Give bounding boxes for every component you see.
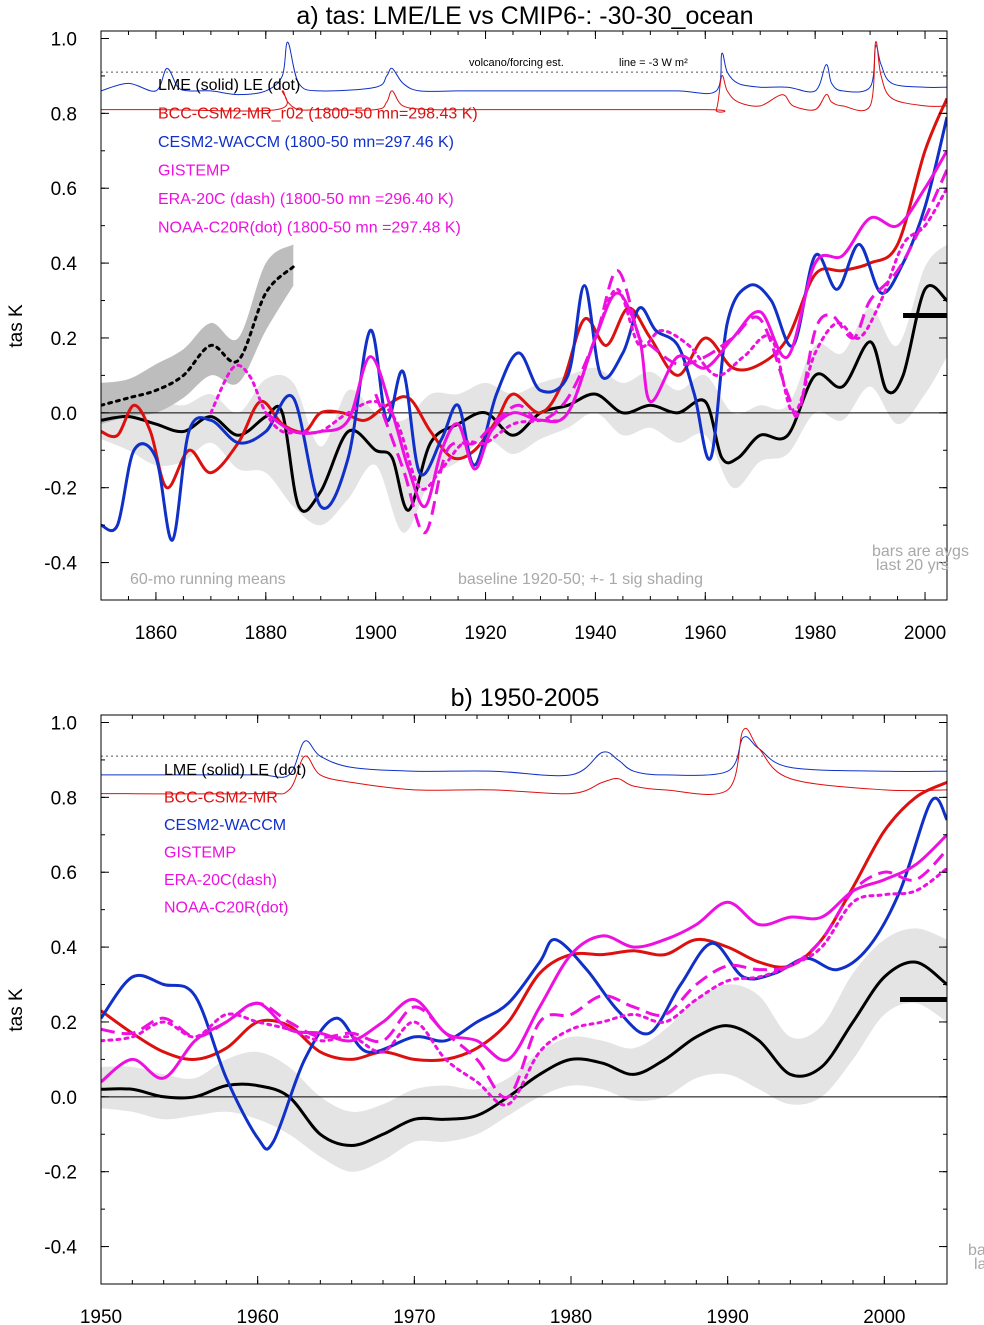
shading-lme bbox=[101, 244, 947, 533]
x-tick-label: 1970 bbox=[393, 1307, 435, 1325]
chart-title: b) 1950-2005 bbox=[451, 684, 600, 712]
plot-area bbox=[101, 41, 947, 542]
x-tick-label: 1860 bbox=[135, 623, 177, 644]
legend-entry: ERA-20C (dash) (1800-50 mn =296.40 K) bbox=[158, 191, 454, 208]
axis-ticks: -0.4 -0.2 0.0 0.2 0.4 0.6 0.8 1.0 1950 1960 1970 19… bbox=[44, 713, 948, 1325]
volcano-annotation: volcano/forcing est. bbox=[469, 57, 564, 69]
bars-note-1: bars are avgs bbox=[968, 1242, 984, 1259]
legend-entry: GISTEMP bbox=[164, 845, 236, 862]
x-tick-label: 1960 bbox=[237, 1307, 279, 1325]
y-axis-label: tas K bbox=[6, 988, 27, 1032]
x-tick-label: 1880 bbox=[245, 623, 287, 644]
plot-frame bbox=[100, 30, 948, 601]
y-tick-label: 0.6 bbox=[51, 179, 77, 200]
forcing-bcc bbox=[101, 41, 947, 113]
x-tick-label: 1900 bbox=[355, 623, 397, 644]
legend-entry: BCC-CSM2-MR_r02 (1800-50 mn=298.43 K) bbox=[158, 106, 478, 123]
y-tick-label: -0.4 bbox=[44, 1238, 77, 1259]
chart-title: a) tas: LME/LE vs CMIP6-: -30-30_ocean bbox=[296, 2, 753, 30]
y-tick-label: -0.2 bbox=[44, 479, 77, 500]
y-tick-label: 0.4 bbox=[51, 938, 78, 959]
legend-entry: LME (solid) LE (dot) bbox=[158, 77, 300, 94]
legend-entry: NOAA-C20R(dot) bbox=[164, 900, 288, 917]
y-tick-label: 0.2 bbox=[51, 1013, 77, 1034]
legend-entry: CESM2-WACCM (1800-50 mn=297.46 K) bbox=[158, 134, 454, 151]
series-lme bbox=[101, 284, 947, 513]
series-bcc-csm2-mr bbox=[101, 781, 947, 1063]
x-tick-label: 1980 bbox=[794, 623, 836, 644]
legend-entry: CESM2-WACCM bbox=[164, 817, 286, 834]
forcing-line-annotation: line = -3 W m² bbox=[619, 57, 688, 69]
series-noaa-c20r bbox=[209, 186, 947, 491]
y-tick-label: 0.2 bbox=[51, 329, 77, 350]
x-tick-label: 1960 bbox=[684, 623, 726, 644]
y-tick-label: 0.0 bbox=[51, 404, 77, 425]
shading-lme bbox=[101, 928, 947, 1172]
panel-b: b) 1950-2005 -0.4 -0.2 0.0 0.2 0.4 0.6 0.8 1.0 1… bbox=[6, 684, 984, 1325]
forcing-cesm bbox=[101, 41, 947, 96]
y-tick-label: 1.0 bbox=[51, 713, 77, 734]
y-tick-label: 0.8 bbox=[51, 104, 77, 125]
series-le bbox=[101, 265, 295, 407]
series-era-20c bbox=[101, 848, 947, 1099]
running-means-note: 60-mo running means bbox=[130, 571, 286, 588]
x-tick-label: 1950 bbox=[80, 1307, 122, 1325]
y-tick-label: -0.4 bbox=[44, 554, 77, 575]
series-lme bbox=[101, 960, 947, 1147]
series-cesm2-waccm bbox=[101, 796, 947, 1151]
legend-entry: LME (solid) LE (dot) bbox=[164, 762, 306, 779]
shading-le bbox=[101, 244, 294, 425]
y-tick-label: -0.2 bbox=[44, 1163, 77, 1184]
x-tick-label: 1980 bbox=[550, 1307, 592, 1325]
y-tick-label: 0.6 bbox=[51, 863, 77, 884]
bars-note-2: last 20 yrs bbox=[876, 557, 949, 574]
series-noaa-c20r bbox=[101, 867, 947, 1107]
baseline-note: baseline 1920-50; +- 1 sig shading bbox=[458, 571, 703, 588]
legend-entry: NOAA-C20R(dot) (1800-50 mn =297.48 K) bbox=[158, 220, 461, 237]
forcing-bcc bbox=[101, 727, 947, 795]
panel-a: a) tas: LME/LE vs CMIP6-: -30-30_ocean -… bbox=[6, 2, 969, 644]
y-tick-label: 1.0 bbox=[51, 29, 77, 50]
y-tick-label: 0.8 bbox=[51, 788, 77, 809]
legend-entry: GISTEMP bbox=[158, 163, 230, 180]
bars-note-1: bars are avgs bbox=[872, 543, 969, 560]
legend-entry: ERA-20C(dash) bbox=[164, 872, 277, 889]
legend: LME (solid) LE (dot) BCC-CSM2-MR_r02 (180… bbox=[158, 77, 478, 237]
x-tick-label: 2000 bbox=[904, 623, 946, 644]
axis-ticks: -0.4 -0.2 0.0 0.2 0.4 0.6 0.8 1.0 1860 1880 1900 19… bbox=[44, 29, 947, 644]
y-tick-label: 0.0 bbox=[51, 1088, 77, 1109]
plot-area bbox=[101, 727, 947, 1172]
x-tick-label: 2000 bbox=[863, 1307, 905, 1325]
x-tick-label: 1920 bbox=[464, 623, 506, 644]
plot-frame bbox=[100, 714, 948, 1285]
legend: LME (solid) LE (dot) BCC-CSM2-MR CESM2-WAC… bbox=[164, 762, 306, 917]
x-tick-label: 1990 bbox=[707, 1307, 749, 1325]
bars-note-2: last 20 yrs bbox=[974, 1256, 984, 1273]
series-bcc-csm2-mr-r02 bbox=[101, 97, 947, 490]
legend-entry: BCC-CSM2-MR bbox=[164, 790, 278, 807]
series-cesm2-waccm bbox=[101, 116, 947, 542]
x-tick-label: 1940 bbox=[574, 623, 616, 644]
y-tick-label: 0.4 bbox=[51, 254, 78, 275]
y-axis-label: tas K bbox=[6, 304, 27, 348]
